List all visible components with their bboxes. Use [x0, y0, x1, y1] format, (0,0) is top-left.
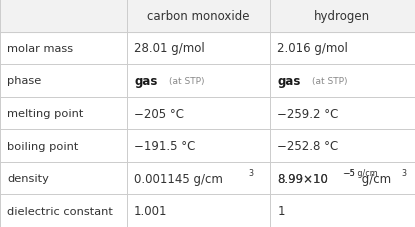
Text: (at STP): (at STP) — [169, 76, 205, 86]
Text: −205 °C: −205 °C — [134, 107, 184, 120]
Text: 3: 3 — [401, 168, 406, 177]
Text: hydrogen: hydrogen — [314, 10, 371, 23]
Text: 0.001145 g/cm: 0.001145 g/cm — [134, 172, 223, 185]
Text: 1.001: 1.001 — [134, 204, 168, 217]
Text: gas: gas — [277, 75, 300, 88]
Text: 3: 3 — [249, 168, 254, 177]
Text: −5 g/cm: −5 g/cm — [343, 168, 378, 177]
Text: −191.5 °C: −191.5 °C — [134, 139, 195, 152]
Text: 1: 1 — [277, 204, 285, 217]
Text: −5: −5 — [343, 168, 355, 177]
Text: 2.016 g/mol: 2.016 g/mol — [277, 42, 348, 55]
Text: density: density — [7, 173, 49, 183]
Text: melting point: melting point — [7, 109, 84, 118]
Text: g/cm: g/cm — [358, 172, 391, 185]
Text: −259.2 °C: −259.2 °C — [277, 107, 339, 120]
Text: 8.99×10: 8.99×10 — [277, 172, 328, 185]
Text: 8.99×10: 8.99×10 — [277, 172, 328, 185]
Text: −252.8 °C: −252.8 °C — [277, 139, 339, 152]
Text: dielectric constant: dielectric constant — [7, 206, 113, 216]
Text: (at STP): (at STP) — [312, 76, 348, 86]
Bar — [127, 0, 270, 32]
Text: 28.01 g/mol: 28.01 g/mol — [134, 42, 205, 55]
Bar — [0, 0, 127, 32]
Text: molar mass: molar mass — [7, 44, 73, 54]
Text: boiling point: boiling point — [7, 141, 79, 151]
Text: phase: phase — [7, 76, 42, 86]
Text: gas: gas — [134, 75, 157, 88]
Text: carbon monoxide: carbon monoxide — [147, 10, 249, 23]
Bar — [270, 0, 415, 32]
